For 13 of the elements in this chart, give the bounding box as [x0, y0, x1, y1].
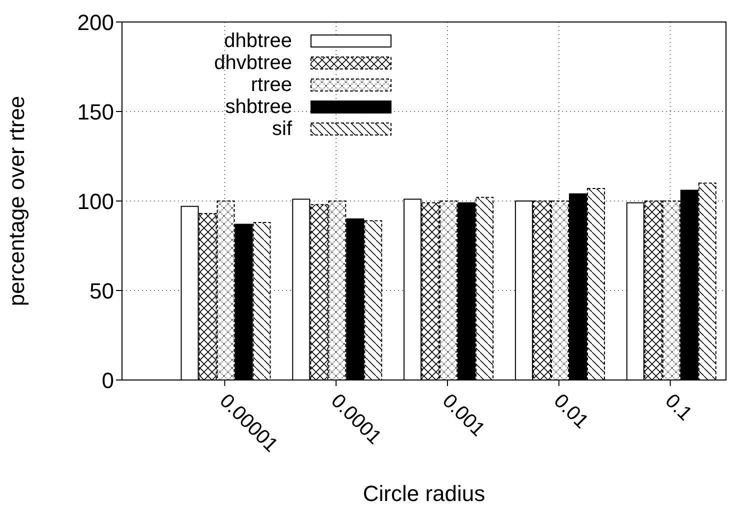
- y-tick-label: 150: [77, 99, 114, 124]
- x-tick-label: 0.1: [660, 390, 696, 426]
- legend-label: dhvbtree: [214, 52, 292, 74]
- legend-label: dhbtree: [224, 30, 292, 52]
- legend-label: sif: [272, 118, 292, 140]
- y-tick-label: 50: [90, 278, 114, 304]
- y-axis-title: percentage over rtree: [4, 96, 29, 306]
- x-axis-title: Circle radius: [362, 481, 486, 506]
- y-tick-label: 0: [102, 368, 114, 393]
- y-tick-label: 200: [77, 10, 114, 35]
- legend-label: rtree: [250, 74, 292, 96]
- y-tick-label: 100: [77, 188, 114, 214]
- legend-label: shbtree: [225, 96, 292, 118]
